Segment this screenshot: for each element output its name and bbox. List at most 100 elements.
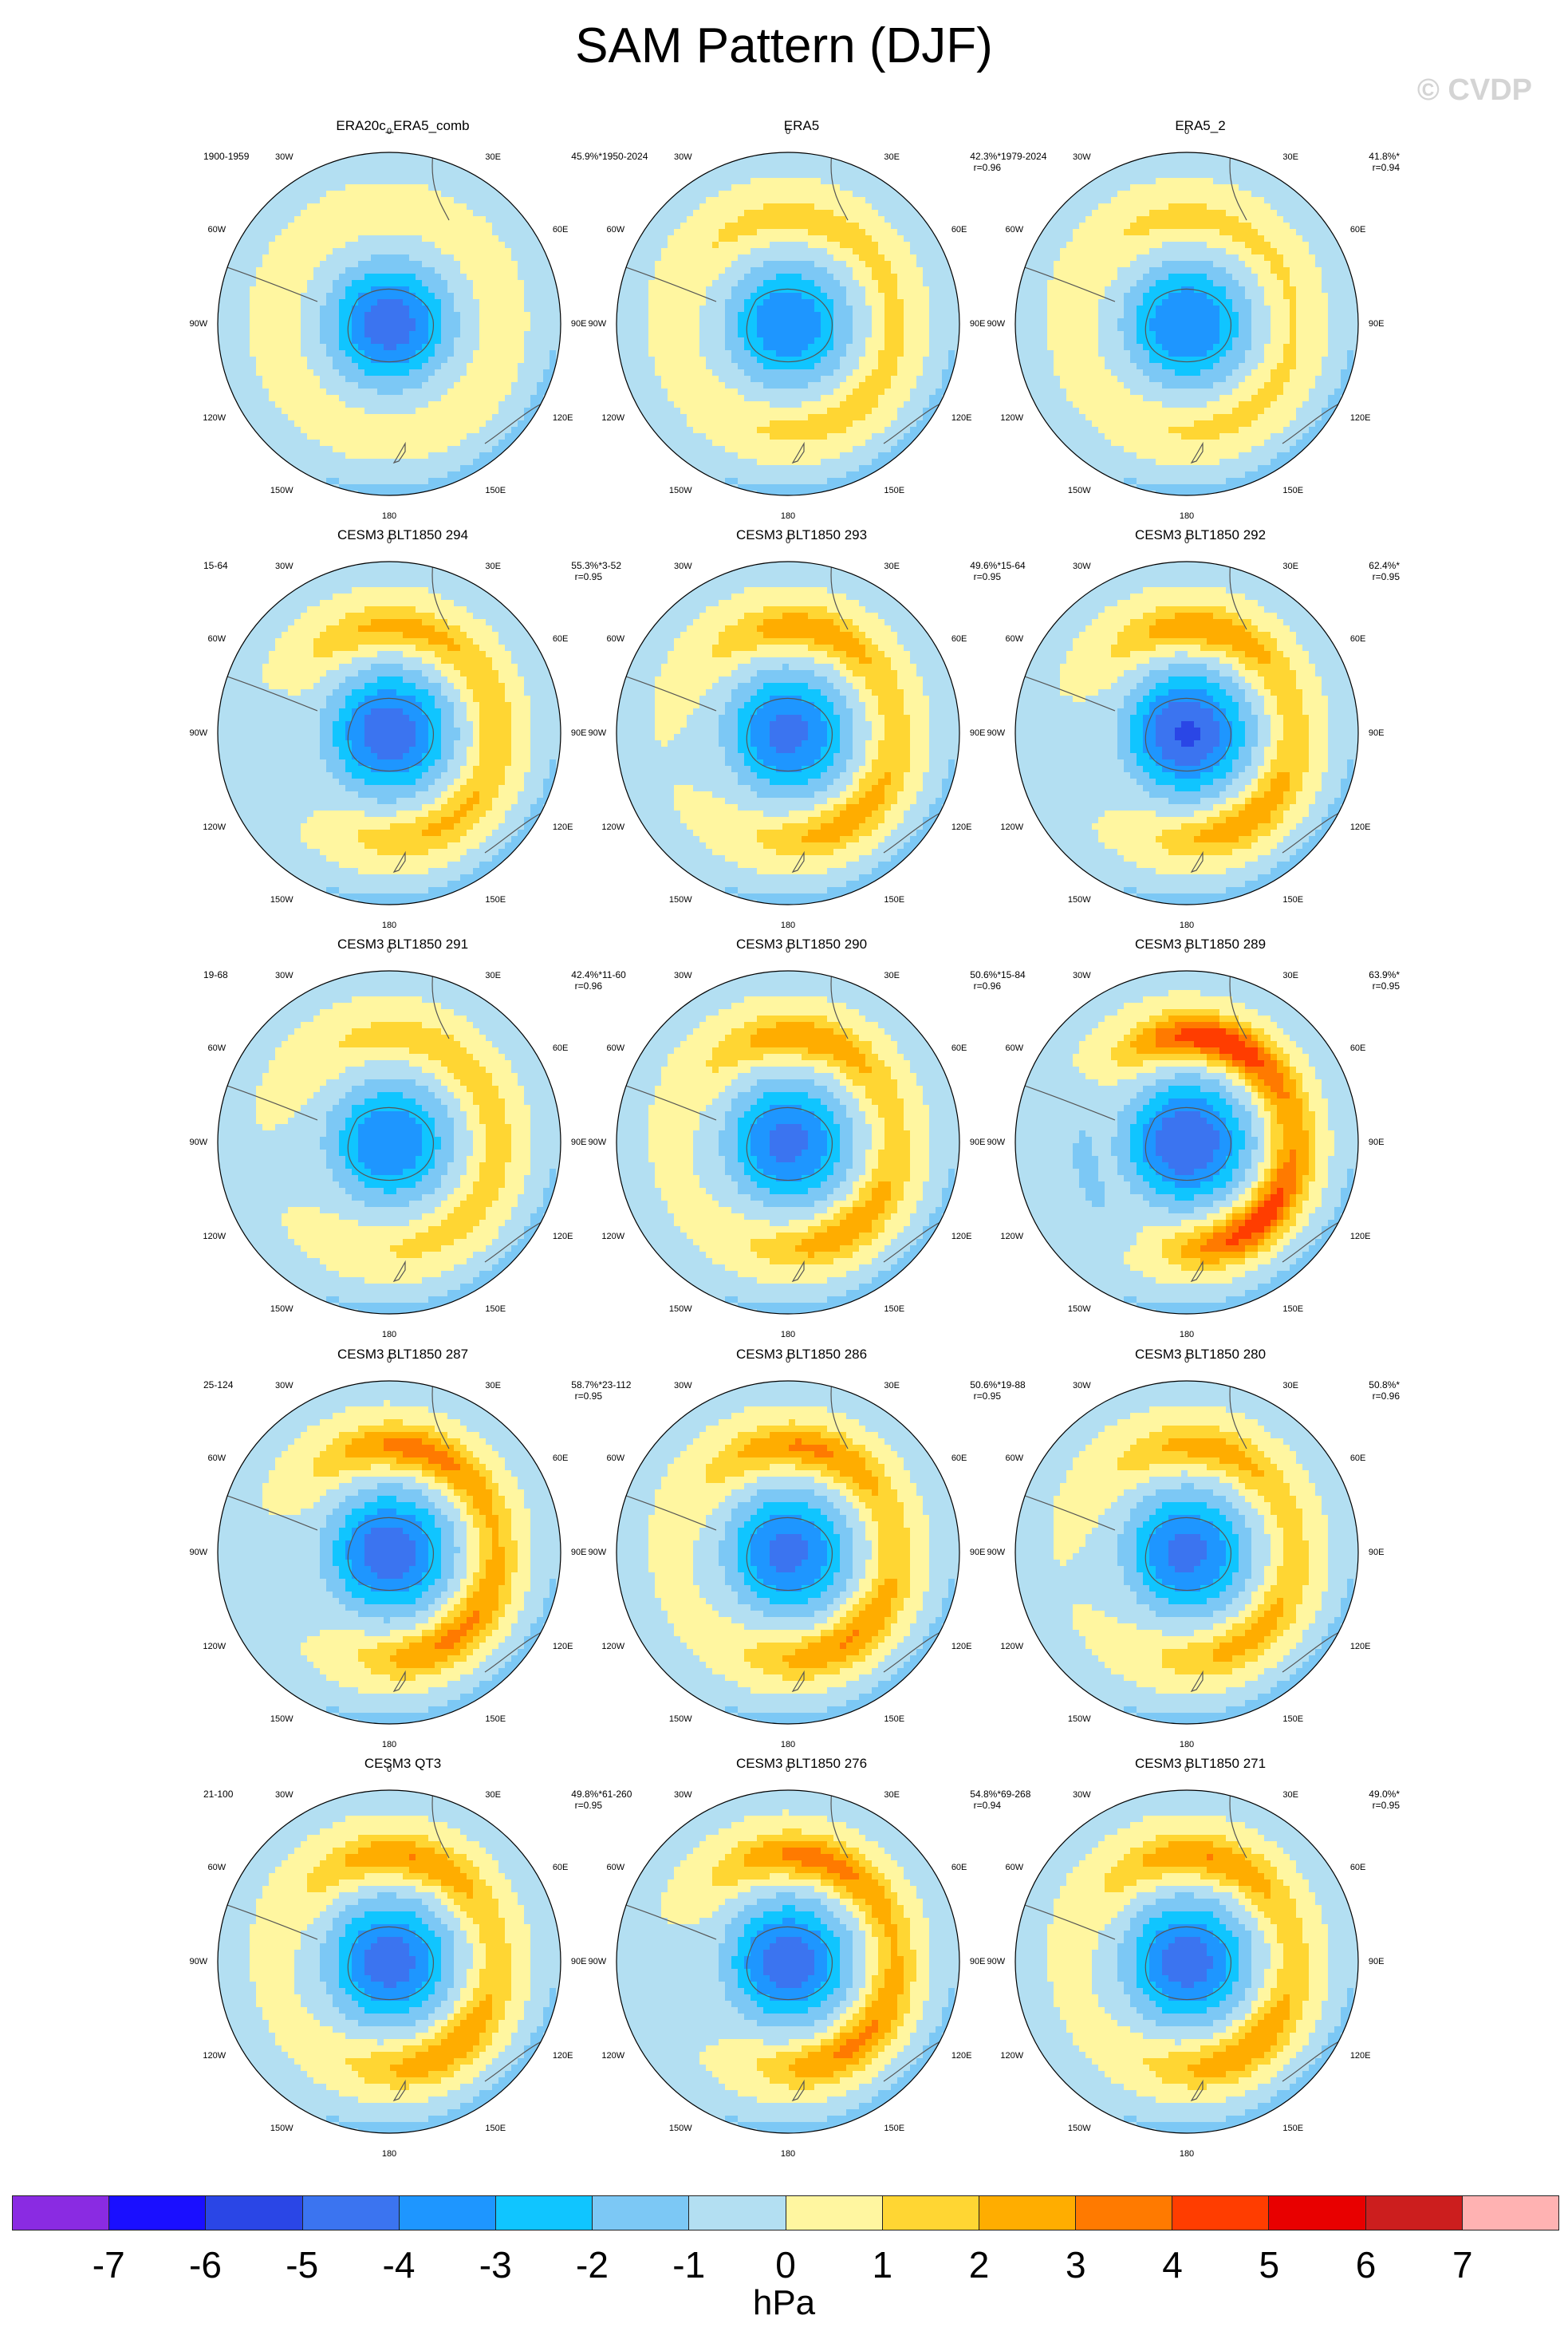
field-cell xyxy=(473,350,480,357)
field-cell xyxy=(345,165,353,172)
field-cell xyxy=(447,452,455,460)
field-cell xyxy=(655,229,662,236)
field-cell xyxy=(441,165,448,172)
longitude-label: 90W xyxy=(588,319,606,329)
field-cell xyxy=(719,414,726,421)
pressure-field xyxy=(617,152,959,495)
field-cell xyxy=(345,331,353,338)
field-cell xyxy=(409,350,416,357)
field-cell xyxy=(712,452,719,460)
field-cell xyxy=(326,363,333,370)
field-cell xyxy=(492,267,499,274)
field-cell xyxy=(1226,159,1233,166)
field-cell xyxy=(511,274,518,281)
field-cell xyxy=(307,331,314,338)
field-cell xyxy=(833,331,841,338)
field-cell xyxy=(307,172,314,179)
field-cell xyxy=(808,318,815,325)
field-cell xyxy=(865,440,873,447)
field-cell xyxy=(511,293,518,300)
field-cell xyxy=(617,267,624,274)
field-cell xyxy=(751,242,758,249)
field-cell xyxy=(693,440,700,447)
new-zealand-coastline xyxy=(392,441,406,464)
field-cell xyxy=(288,459,295,466)
field-cell xyxy=(840,318,847,325)
field-cell xyxy=(859,223,866,230)
field-cell xyxy=(460,452,467,460)
field-cell xyxy=(307,286,314,294)
field-cell xyxy=(648,433,656,440)
field-cell xyxy=(878,389,885,396)
field-cell xyxy=(288,235,295,243)
field-cell xyxy=(795,491,802,495)
field-cell xyxy=(661,369,668,377)
field-cell xyxy=(942,331,949,338)
field-cell xyxy=(275,382,282,389)
field-cell xyxy=(250,350,257,357)
field-cell xyxy=(776,306,783,313)
field-cell xyxy=(891,274,898,281)
field-cell xyxy=(776,452,783,460)
field-cell xyxy=(1251,172,1259,179)
field-cell xyxy=(524,261,531,268)
field-cell xyxy=(884,427,892,434)
field-cell xyxy=(371,318,378,325)
field-cell xyxy=(731,267,739,274)
field-cell xyxy=(422,172,429,179)
field-cell xyxy=(891,286,898,294)
field-cell xyxy=(712,357,719,364)
field-cell xyxy=(550,337,557,345)
field-cell xyxy=(333,152,340,160)
field-cell xyxy=(617,331,624,338)
field-cell xyxy=(403,165,410,172)
field-cell xyxy=(706,274,713,281)
field-cell xyxy=(636,389,643,396)
field-cell xyxy=(725,165,732,172)
field-cell xyxy=(904,306,911,313)
field-cell xyxy=(486,293,493,300)
field-cell xyxy=(454,389,461,396)
field-cell xyxy=(422,452,429,460)
field-cell xyxy=(473,452,480,460)
field-cell xyxy=(821,395,828,402)
field-cell xyxy=(307,293,314,300)
field-cell xyxy=(454,210,461,217)
field-cell xyxy=(460,312,467,319)
field-cell xyxy=(680,254,687,262)
field-cell xyxy=(339,223,346,230)
field-cell xyxy=(339,401,346,408)
field-cell xyxy=(814,159,821,166)
field-cell xyxy=(473,337,480,345)
field-cell xyxy=(358,363,365,370)
field-cell xyxy=(923,325,930,332)
field-cell xyxy=(719,280,726,287)
field-cell xyxy=(1137,172,1144,179)
field-cell xyxy=(757,223,764,230)
field-cell xyxy=(846,178,853,185)
field-cell xyxy=(636,286,643,294)
field-cell xyxy=(256,420,263,428)
field-cell xyxy=(808,427,815,434)
field-cell xyxy=(776,337,783,345)
field-cell xyxy=(827,172,834,179)
field-cell xyxy=(776,433,783,440)
field-cell xyxy=(377,159,384,166)
field-cell xyxy=(364,235,372,243)
field-cell xyxy=(384,280,391,287)
field-cell xyxy=(757,210,764,217)
field-cell xyxy=(833,203,841,211)
field-cell xyxy=(237,382,244,389)
field-cell xyxy=(486,414,493,421)
field-cell xyxy=(738,306,745,313)
field-cell xyxy=(782,191,790,198)
field-cell xyxy=(428,491,435,495)
field-cell xyxy=(486,274,493,281)
field-cell xyxy=(623,376,630,383)
field-cell xyxy=(846,382,853,389)
field-cell xyxy=(668,203,675,211)
field-cell xyxy=(923,433,930,440)
field-cell xyxy=(307,191,314,198)
field-cell xyxy=(403,312,410,319)
field-cell xyxy=(518,286,525,294)
